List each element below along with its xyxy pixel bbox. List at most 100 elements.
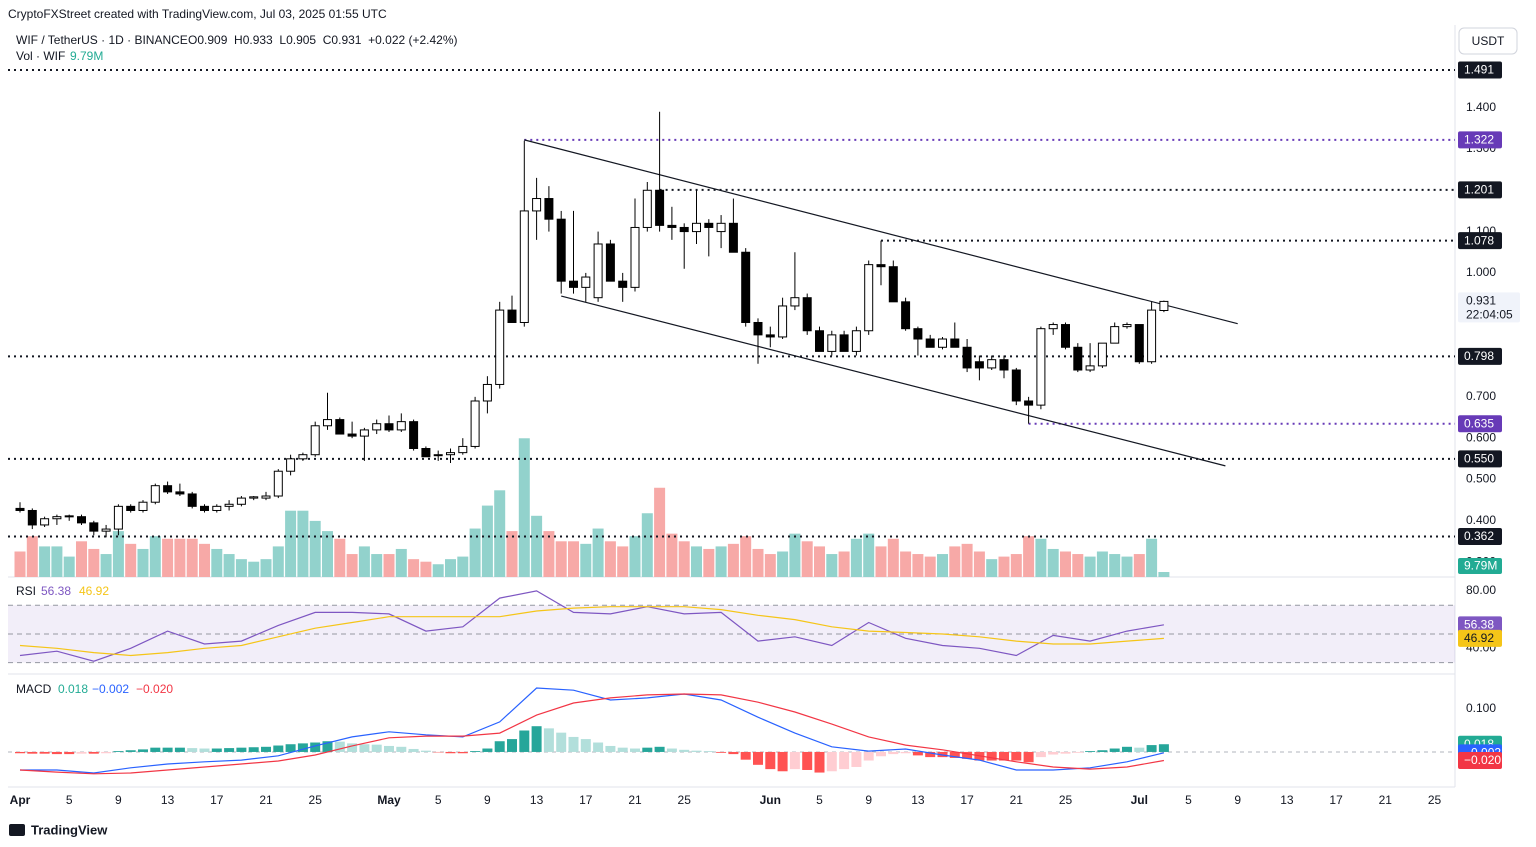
- volume-bar: [949, 546, 961, 577]
- candle-body: [901, 301, 911, 330]
- level-label: 0.635: [1464, 416, 1494, 430]
- y-tick-label: 0.500: [1466, 472, 1496, 486]
- volume-bar: [531, 515, 543, 577]
- volume-bar: [715, 546, 727, 577]
- histogram-bar: [125, 750, 136, 752]
- volume-bar: [555, 541, 567, 577]
- volume-bar: [814, 546, 825, 577]
- candle-body: [470, 400, 480, 447]
- x-tick-label: 9: [1234, 793, 1241, 807]
- x-tick-label: 17: [1329, 793, 1343, 807]
- volume-bar: [174, 538, 186, 577]
- histogram-bar: [88, 751, 99, 754]
- x-tick-label: 13: [161, 793, 175, 807]
- volume-bar: [469, 528, 481, 577]
- volume-bar: [654, 487, 666, 577]
- volume-bar: [801, 541, 813, 577]
- volume-bar: [1072, 554, 1084, 577]
- histogram-bar: [1085, 751, 1096, 752]
- candle-body: [446, 452, 455, 456]
- level-label: 0.798: [1464, 349, 1494, 363]
- x-tick-label: 13: [1280, 793, 1294, 807]
- candle-body: [310, 425, 320, 456]
- candle-body: [138, 501, 148, 511]
- candle-body: [126, 505, 136, 511]
- volume-bar: [666, 533, 678, 577]
- legend-value: 46.92: [79, 584, 109, 598]
- histogram-bar: [679, 749, 690, 752]
- y-tick-label: 0.600: [1466, 430, 1496, 444]
- histogram-bar: [826, 751, 837, 772]
- histogram-bar: [519, 730, 530, 752]
- x-tick-label: 21: [1379, 793, 1393, 807]
- histogram-bar: [986, 751, 997, 761]
- volume-bar: [1133, 554, 1145, 577]
- histogram-bar: [15, 751, 25, 754]
- currency-button[interactable]: [1458, 27, 1518, 55]
- legend-value: 0.018: [58, 682, 88, 696]
- x-tick-label: 21: [1010, 793, 1024, 807]
- candle-body: [40, 518, 50, 526]
- histogram-bar: [482, 748, 493, 752]
- candle-body: [692, 222, 701, 233]
- histogram-bar: [1035, 751, 1046, 758]
- volume-badge: 9.79M: [1464, 559, 1497, 573]
- volume-bar: [1084, 556, 1096, 577]
- histogram-bar: [27, 751, 38, 754]
- level-label: 0.362: [1464, 529, 1494, 543]
- candle-body: [876, 264, 886, 268]
- trendline: [561, 295, 1226, 467]
- candle-body: [569, 280, 578, 288]
- last-price-bg: [1458, 292, 1520, 323]
- candle-body: [1159, 300, 1169, 312]
- logo: TradingView: [31, 822, 108, 837]
- volume-bar: [887, 538, 899, 577]
- volume-bar: [1096, 551, 1108, 577]
- histogram-bar: [285, 744, 296, 752]
- candle-body: [249, 496, 259, 499]
- macd-line: [19, 693, 1165, 775]
- volume-bar: [1060, 551, 1071, 577]
- volume-bar: [961, 543, 973, 577]
- x-tick-label: 17: [579, 793, 593, 807]
- histogram-bar: [64, 751, 75, 755]
- volume-bar: [604, 541, 616, 577]
- candle-body: [987, 359, 997, 369]
- rsi-badge: 46.92: [1464, 631, 1494, 645]
- candle-body: [1110, 326, 1120, 344]
- candle-body: [913, 328, 923, 340]
- macd-title: MACD: [16, 682, 52, 696]
- histogram-bar: [888, 751, 899, 755]
- candle-body: [1073, 346, 1083, 371]
- histogram-bar: [261, 746, 271, 752]
- candle-body: [273, 470, 283, 497]
- candle-body: [261, 495, 271, 499]
- volume-bar: [1109, 554, 1121, 577]
- candle-body: [200, 505, 209, 511]
- histogram-bar: [507, 739, 517, 752]
- level-label-bg: [1458, 61, 1502, 79]
- volume-bar: [986, 559, 998, 577]
- histogram-bar: [654, 746, 665, 752]
- currency[interactable]: USDT: [1472, 34, 1505, 48]
- trendline: [524, 139, 1238, 325]
- volume-bar: [506, 531, 518, 577]
- y-tick-label: 0.400: [1466, 513, 1496, 527]
- histogram-bar: [236, 747, 247, 752]
- candle-body: [581, 276, 591, 288]
- volume-bar: [285, 510, 297, 577]
- candle-body: [1048, 324, 1058, 330]
- candle-body: [888, 266, 898, 303]
- candle-body: [778, 305, 788, 338]
- histogram-bar: [753, 751, 763, 765]
- histogram-bar: [703, 751, 714, 752]
- histogram-bar: [1134, 747, 1145, 752]
- candle-body: [347, 433, 357, 437]
- candle-body: [532, 198, 542, 212]
- candle-body: [298, 454, 308, 460]
- histogram-bar: [334, 741, 345, 752]
- x-tick-label: 5: [1185, 793, 1192, 807]
- histogram-bar: [396, 746, 407, 752]
- histogram-bar: [863, 751, 874, 761]
- histogram-bar: [457, 751, 468, 754]
